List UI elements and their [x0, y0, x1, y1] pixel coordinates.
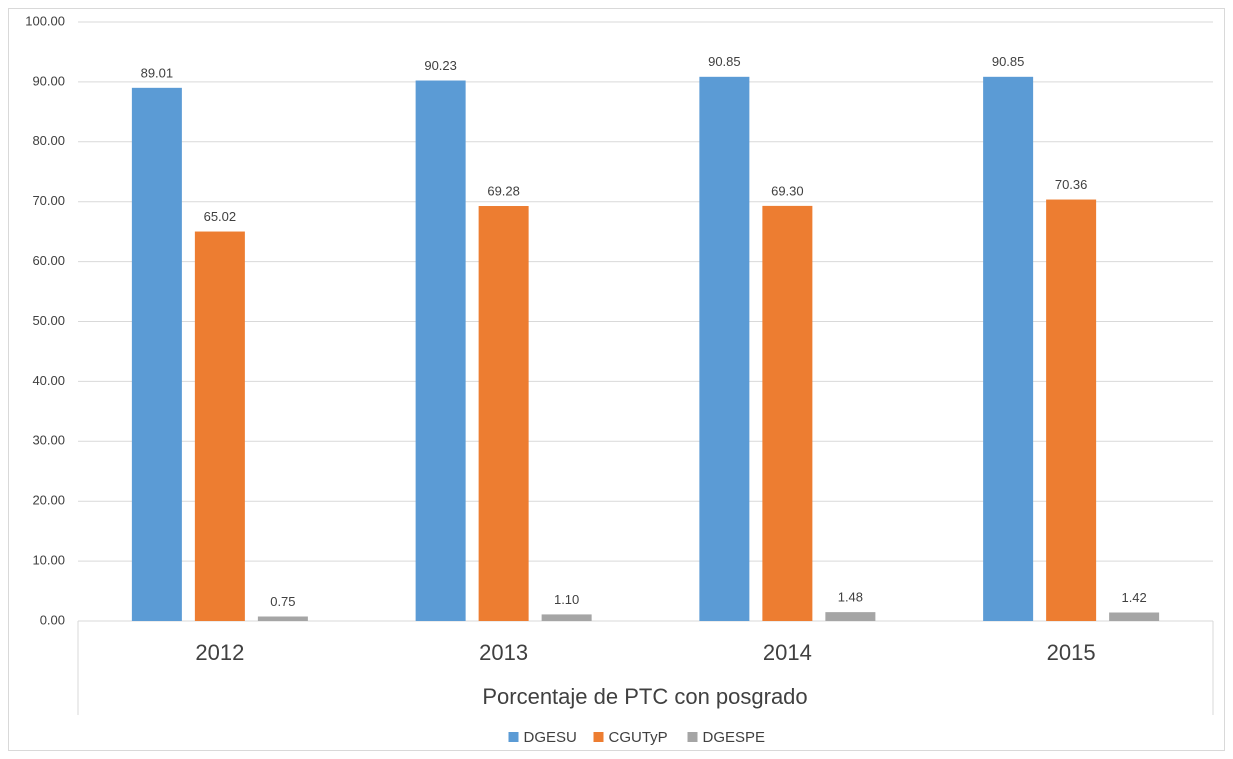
bar	[131, 87, 182, 622]
chart-border	[8, 8, 1225, 751]
y-tick-label: 50.00	[32, 313, 65, 328]
legend-swatch	[593, 732, 604, 742]
data-label: 1.42	[1121, 590, 1146, 605]
y-tick-label: 40.00	[32, 373, 65, 388]
y-tick-label: 100.00	[25, 13, 65, 28]
y-tick-label: 10.00	[32, 553, 65, 568]
bar	[1046, 199, 1097, 622]
x-tick-label: 2015	[1047, 640, 1096, 665]
bar	[541, 614, 592, 621]
y-tick-label: 80.00	[32, 133, 65, 148]
y-tick-label: 0.00	[40, 612, 65, 627]
x-axis-title: Porcentaje de PTC con posgrado	[482, 684, 807, 709]
bar	[825, 612, 876, 621]
bar	[257, 616, 308, 621]
legend-swatch	[508, 732, 519, 742]
data-label: 65.02	[204, 209, 237, 224]
data-label: 0.75	[270, 594, 295, 609]
bar	[699, 76, 750, 622]
y-tick-label: 70.00	[32, 193, 65, 208]
y-tick-label: 90.00	[32, 73, 65, 88]
data-label: 69.30	[771, 183, 804, 198]
data-label: 1.10	[554, 592, 579, 607]
y-tick-label: 20.00	[32, 493, 65, 508]
data-label: 90.23	[424, 58, 457, 73]
legend-label: DGESPE	[703, 729, 766, 746]
legend-swatch	[687, 732, 698, 742]
y-tick-label: 30.00	[32, 433, 65, 448]
legend-label: DGESU	[524, 729, 577, 746]
bar	[478, 206, 529, 621]
bar	[1109, 612, 1160, 621]
bar	[415, 80, 466, 622]
data-label: 70.36	[1055, 177, 1088, 192]
legend-label: CGUTyP	[609, 729, 668, 746]
bar	[983, 76, 1034, 622]
y-tick-label: 60.00	[32, 253, 65, 268]
data-label: 89.01	[141, 65, 174, 80]
bar	[762, 205, 813, 621]
data-label: 90.85	[708, 54, 741, 69]
x-tick-label: 2013	[479, 640, 528, 665]
bar	[194, 231, 245, 621]
x-tick-label: 2014	[763, 640, 812, 665]
x-tick-label: 2012	[195, 640, 244, 665]
data-label: 90.85	[992, 54, 1025, 69]
data-label: 69.28	[487, 183, 520, 198]
data-label: 1.48	[838, 590, 863, 605]
